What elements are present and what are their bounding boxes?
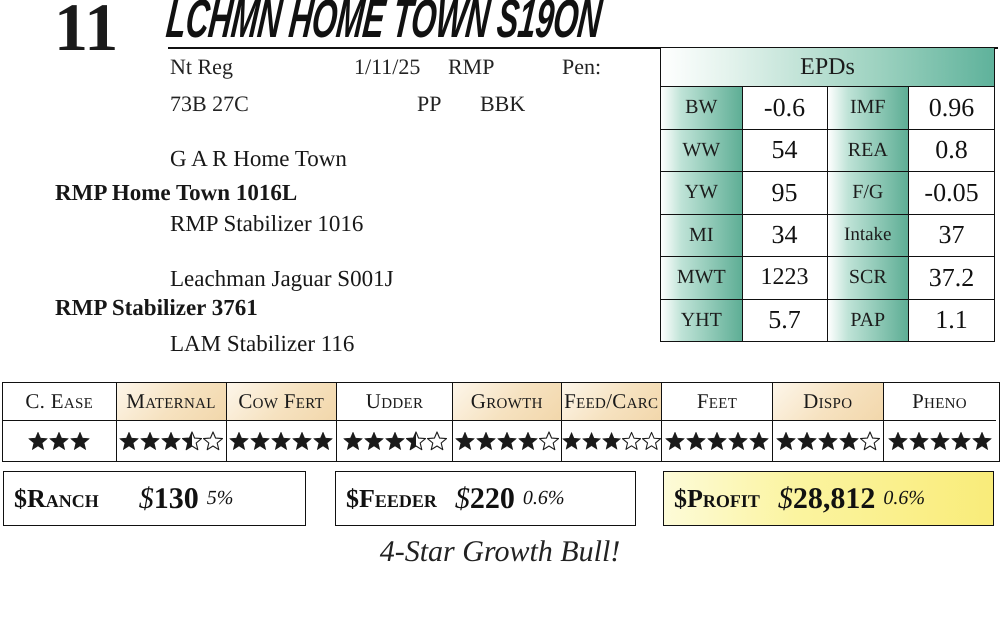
svg-text:LCHMN HOME TOWN S19ON: LCHMN HOME TOWN S19ON — [164, 0, 606, 49]
